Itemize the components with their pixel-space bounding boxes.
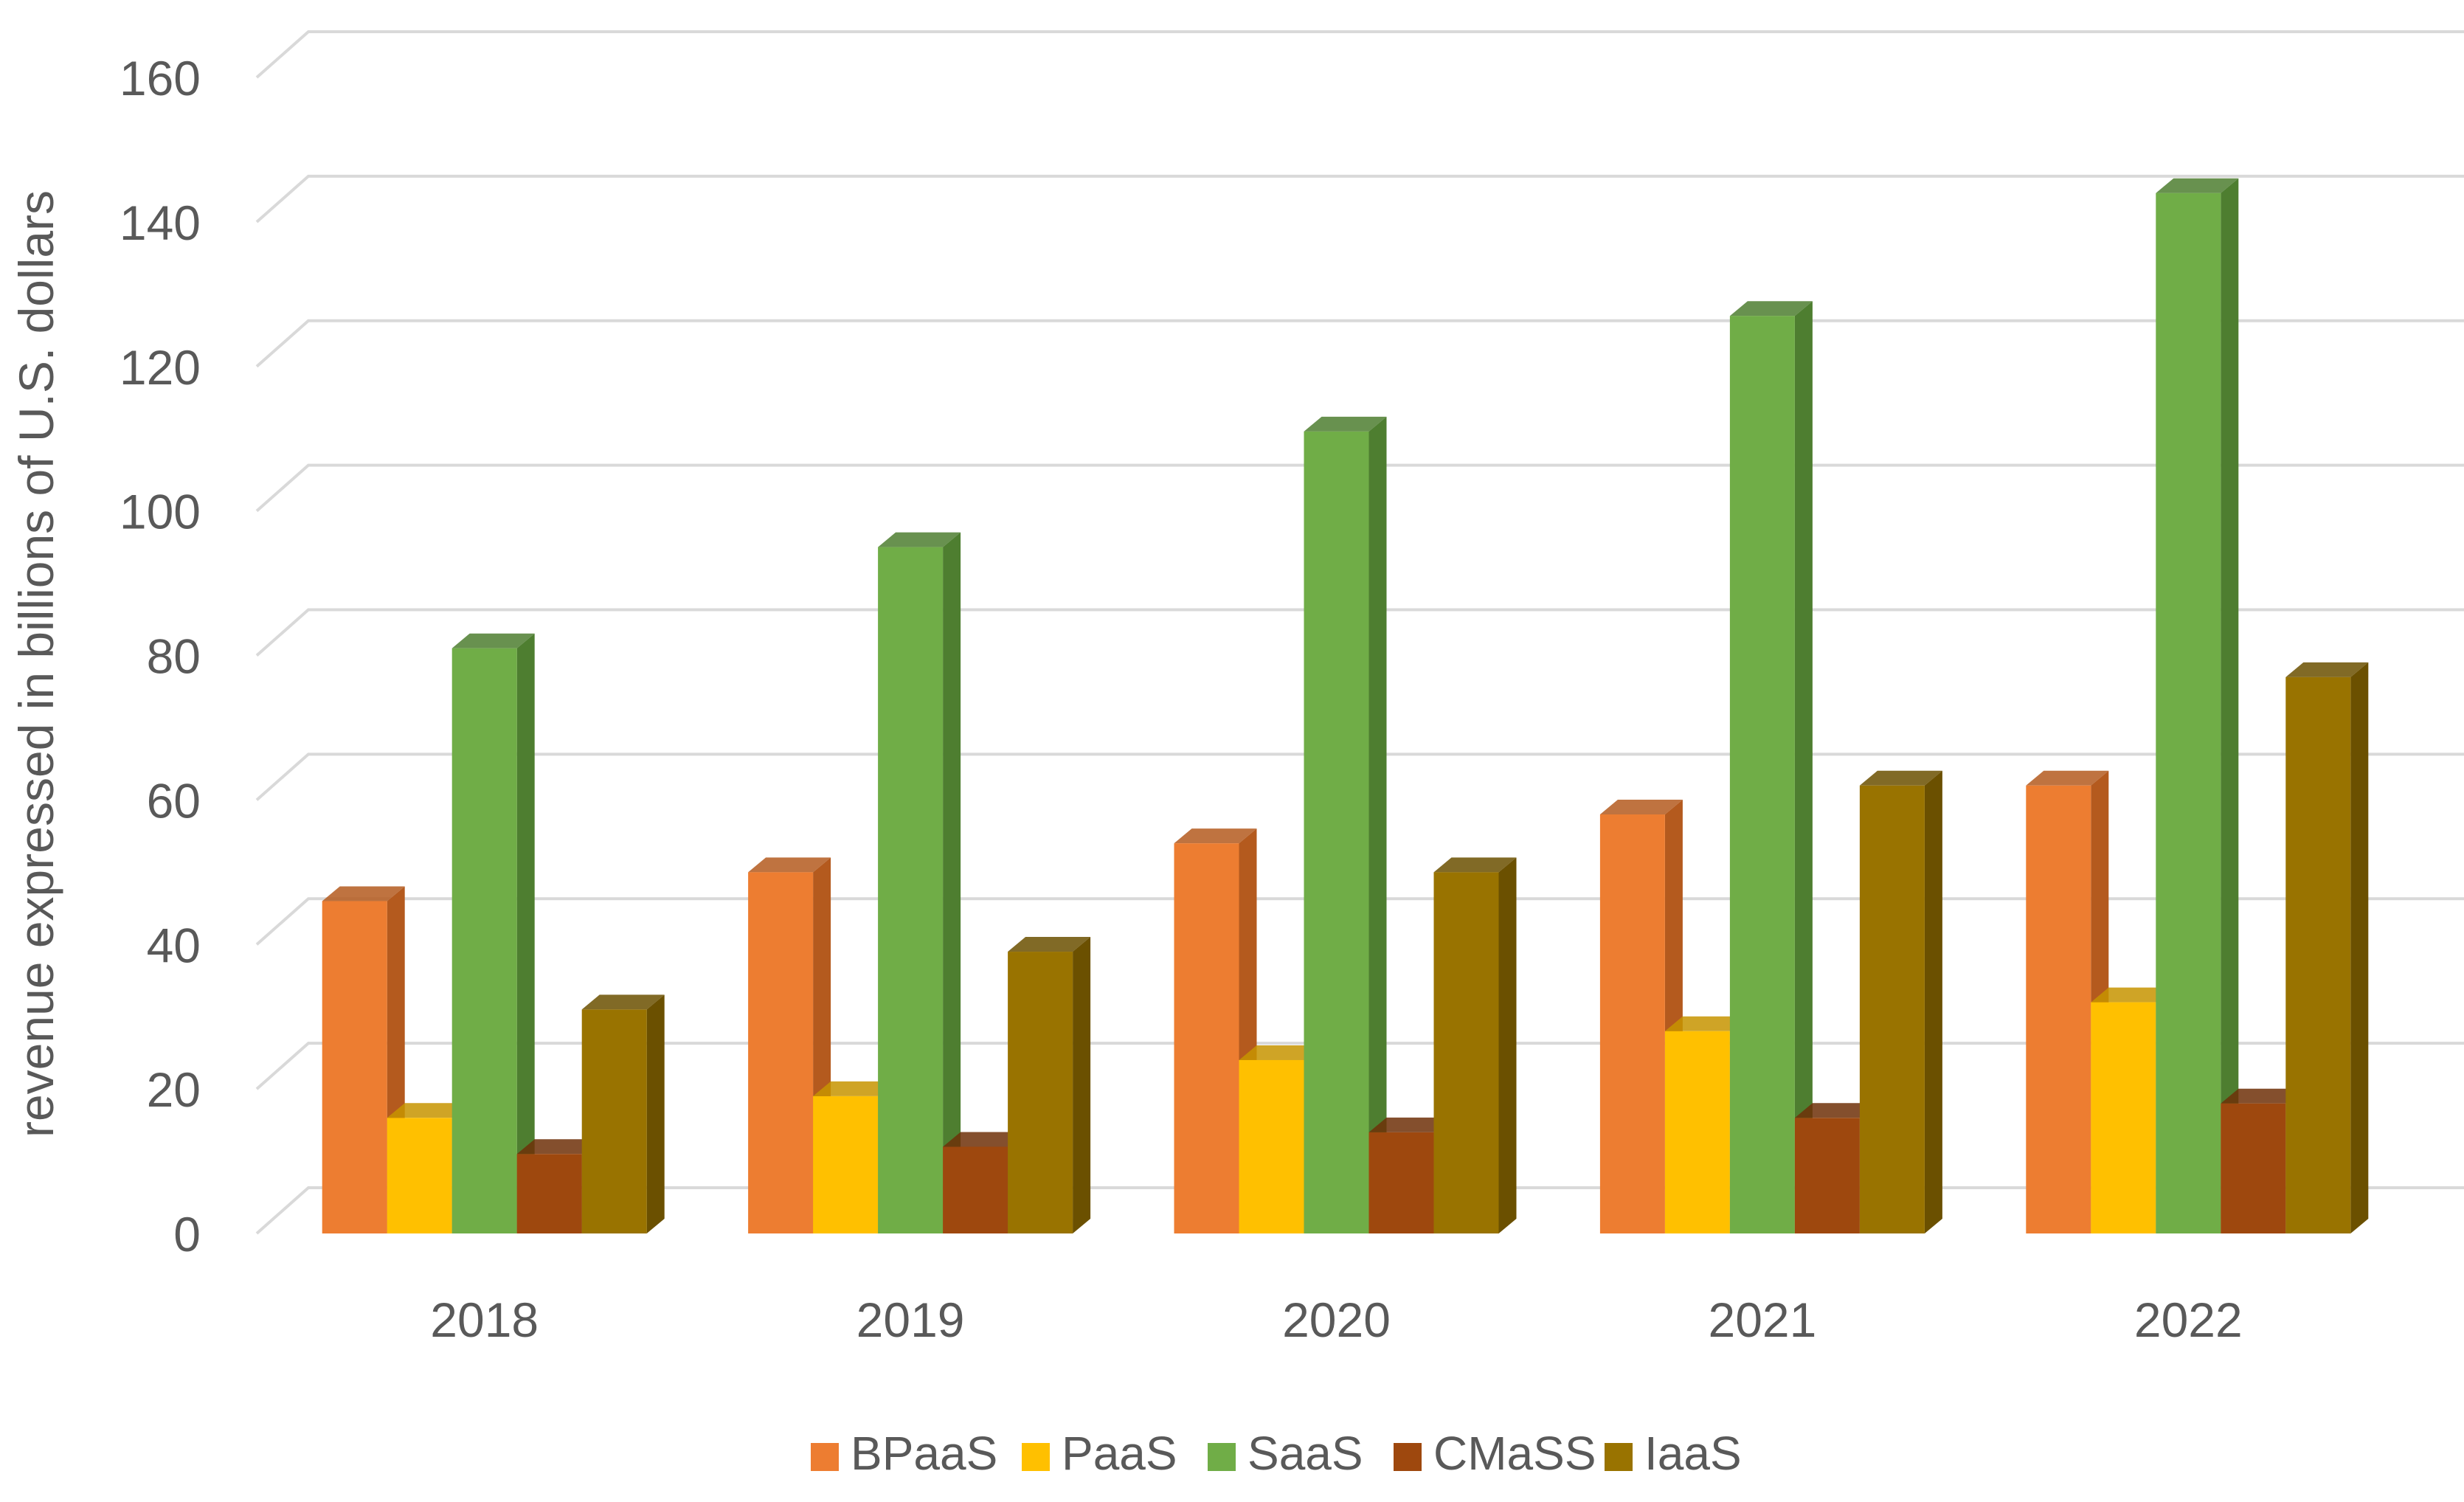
legend-item-saas: SaaS (1208, 1427, 1363, 1480)
bar-iaas-2019 (1008, 937, 1091, 1233)
bars-layer (322, 178, 2369, 1234)
gridline (255, 319, 2464, 368)
x-tick-label: 2021 (1708, 1292, 1816, 1347)
legend-swatch (1394, 1443, 1422, 1471)
bar-saas-2018 (451, 633, 535, 1233)
x-tick-label: 2019 (856, 1292, 965, 1347)
bar-iaas-2021 (1859, 770, 1942, 1233)
x-tick-label: 2020 (1282, 1292, 1391, 1347)
legend-item-bpaas: BPaaS (811, 1427, 997, 1480)
x-axis: 2018 2019 2020 2021 2022 (430, 1292, 2242, 1347)
bar-saas-2019 (878, 532, 961, 1233)
y-tick-label: 160 (120, 51, 201, 105)
legend-swatch (1022, 1443, 1050, 1471)
bar-saas-2022 (2156, 178, 2239, 1234)
y-tick-label: 140 (120, 195, 201, 250)
legend-swatch (1605, 1443, 1633, 1471)
y-tick-label: 80 (147, 629, 201, 684)
grid-layer (255, 30, 2464, 1235)
bar-bpaas-2019 (748, 857, 831, 1233)
legend: BPaaS PaaS SaaS CMaSS IaaS (811, 1427, 1742, 1480)
y-tick-label: 60 (147, 773, 201, 828)
legend-label: IaaS (1644, 1427, 1742, 1480)
gridline (255, 30, 2464, 79)
y-axis: 0 20 40 60 80 100 120 140 160 (120, 51, 201, 1262)
legend-item-paas: PaaS (1022, 1427, 1177, 1480)
legend-label: CMaSS (1433, 1427, 1596, 1480)
legend-label: BPaaS (851, 1427, 997, 1480)
bar-iaas-2020 (1433, 857, 1517, 1233)
y-tick-label: 0 (173, 1207, 201, 1262)
y-tick-label: 20 (147, 1062, 201, 1117)
legend-label: PaaS (1062, 1427, 1177, 1480)
legend-item-cmass: CMaSS (1394, 1427, 1596, 1480)
y-tick-label: 40 (147, 918, 201, 972)
x-tick-label: 2018 (430, 1292, 539, 1347)
bar-iaas-2022 (2285, 662, 2369, 1233)
bar-saas-2020 (1304, 416, 1387, 1233)
legend-swatch (811, 1443, 839, 1471)
y-tick-label: 100 (120, 485, 201, 539)
legend-swatch (1208, 1443, 1236, 1471)
y-axis-title: revenue expressed in billions of U.S. do… (9, 190, 63, 1138)
x-tick-label: 2022 (2134, 1292, 2243, 1347)
legend-item-iaas: IaaS (1605, 1427, 1742, 1480)
y-tick-label: 120 (120, 340, 201, 395)
gridline (255, 174, 2464, 224)
bar-saas-2021 (1729, 301, 1813, 1234)
bar-iaas-2018 (581, 994, 665, 1233)
legend-label: SaaS (1247, 1427, 1363, 1480)
